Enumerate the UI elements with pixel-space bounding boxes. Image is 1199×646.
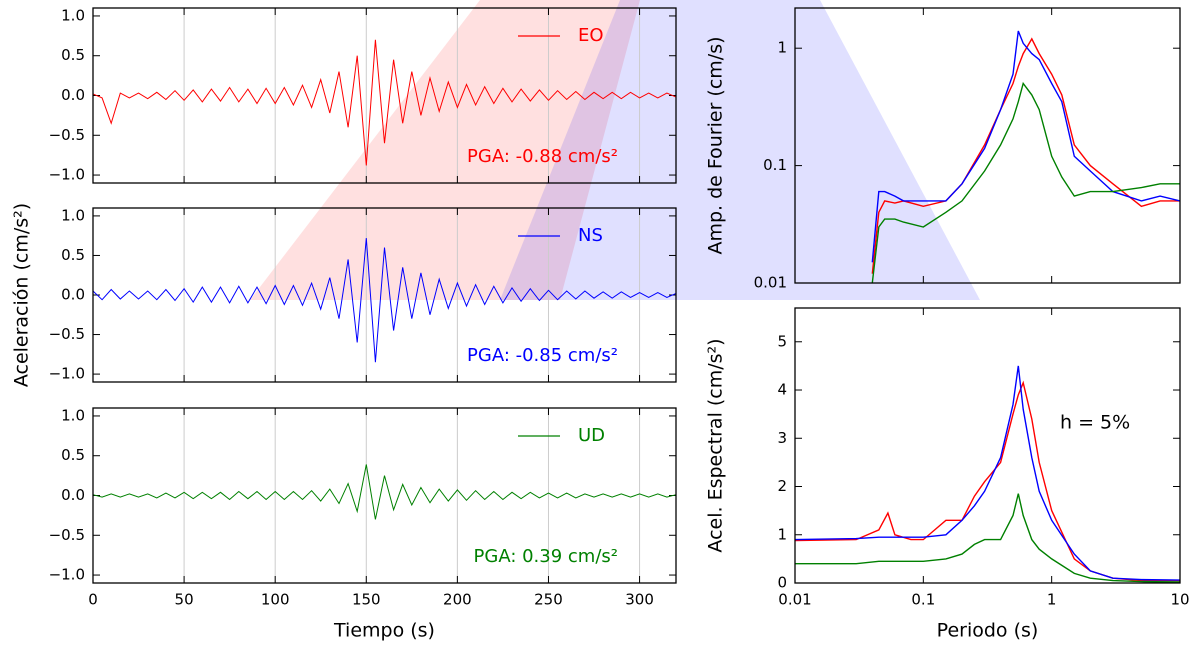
series-line: [794, 380, 1180, 582]
y-tick-label: 0.0: [61, 486, 85, 504]
x-tick-label: 250: [534, 591, 563, 609]
y-tick-label: 0.01: [754, 274, 787, 292]
x-tick-label: 0: [88, 591, 98, 609]
plot-frame: [794, 7, 1181, 284]
y-tick-label: −0.5: [49, 126, 85, 144]
x-tick-label: 300: [625, 591, 654, 609]
series-line: [871, 37, 1180, 274]
y-tick-label: 0.5: [61, 46, 85, 64]
series-line: [92, 238, 677, 363]
pga-label: PGA: 0.39 cm/s²: [474, 546, 618, 567]
series-line: [92, 39, 677, 166]
y-tick-label: 1.0: [61, 406, 85, 424]
y-axis-label: Amp. de Fourier (cm/s): [705, 36, 727, 254]
legend-label: UD: [578, 425, 605, 446]
plot-frame: [92, 407, 677, 584]
x-tick-label: 0.01: [778, 591, 811, 609]
y-tick-label: 0.5: [61, 246, 85, 264]
x-tick-label: 1: [1047, 591, 1057, 609]
series-line: [871, 81, 1180, 284]
plot-frame: [92, 207, 677, 383]
x-axis-label: Periodo (s): [937, 620, 1039, 642]
pga-label: PGA: -0.85 cm/s²: [467, 345, 618, 366]
series-line: [794, 365, 1181, 581]
series-line: [92, 464, 677, 520]
y-tick-label: 1: [777, 525, 787, 543]
x-tick-label: 10: [1170, 591, 1189, 609]
y-tick-label: −1.0: [49, 166, 85, 184]
plot-frame: [92, 7, 677, 184]
y-tick-label: 1: [777, 39, 787, 57]
y-tick-label: −0.5: [49, 325, 85, 343]
y-tick-label: 1.0: [61, 6, 85, 24]
y-tick-label: 0.0: [61, 86, 85, 104]
y-tick-label: 4: [777, 381, 787, 399]
x-axis-label: Tiempo (s): [333, 620, 435, 642]
legend-label: NS: [578, 225, 603, 246]
y-tick-label: 5: [777, 332, 787, 350]
y-tick-label: 1.0: [61, 206, 85, 224]
x-tick-label: 100: [261, 591, 290, 609]
y-tick-label: 2: [777, 477, 787, 495]
series-line: [795, 493, 1181, 583]
legend-label: EO: [578, 25, 604, 46]
damping-label: h = 5%: [1060, 412, 1130, 434]
y-tick-label: 0.0: [61, 286, 85, 304]
y-tick-label: 0.5: [61, 446, 85, 464]
y-tick-label: −1.0: [49, 365, 85, 383]
watermark: [500, 0, 980, 300]
y-tick-label: −0.5: [49, 526, 85, 544]
x-tick-label: 200: [443, 591, 472, 609]
watermark: [250, 0, 640, 300]
x-tick-label: 50: [175, 591, 194, 609]
series-line: [871, 30, 1181, 263]
y-tick-label: 0.1: [763, 156, 787, 174]
pga-label: PGA: -0.88 cm/s²: [467, 146, 618, 167]
x-tick-label: 0.1: [911, 591, 935, 609]
x-tick-label: 150: [352, 591, 381, 609]
y-axis-label: Acel. Espectral (cm/s²): [705, 338, 727, 552]
y-axis-label: Aceleración (cm/s²): [11, 203, 33, 387]
y-tick-label: 3: [777, 429, 787, 447]
y-tick-label: 0: [777, 574, 787, 592]
plot-frame: [794, 307, 1181, 584]
y-tick-label: −1.0: [49, 566, 85, 584]
